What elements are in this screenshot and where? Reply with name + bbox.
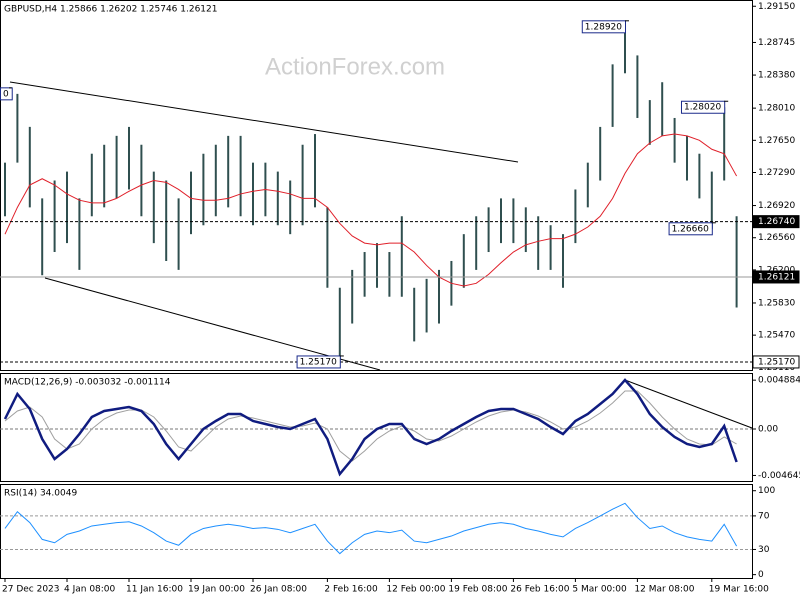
moving-average (4, 133, 738, 287)
level-box (752, 215, 800, 229)
rsi-panel (0, 484, 753, 579)
trendline (44, 277, 381, 371)
annotation-label: 1.25170 (300, 357, 337, 367)
indicator-line (4, 502, 738, 555)
level-label: 1.25170 (758, 357, 795, 367)
x-tick-label: 5 Mar 00:00 (572, 585, 627, 595)
annotation-box (680, 100, 726, 114)
indicator-line (4, 390, 737, 462)
annotation-label: 1.26660 (672, 224, 709, 234)
x-tick-label: 26 Feb 16:00 (510, 585, 569, 595)
panel-title: GBPUSD,H4 1.25866 1.26202 1.25746 1.2612… (4, 5, 217, 15)
y-tick-label: 0.00 (758, 425, 778, 435)
x-tick-label: 19 Mar 16:00 (709, 585, 769, 595)
y-tick-label: 1.25470 (758, 331, 795, 341)
y-tick-label: 1.29150 (758, 2, 795, 12)
price-panel (0, 0, 753, 371)
x-tick-label: 4 Jan 08:00 (64, 585, 116, 595)
y-tick-label: 30 (758, 545, 770, 555)
x-tick-label: 2 Feb 16:00 (324, 585, 378, 595)
x-tick-label: 12 Feb 00:00 (386, 585, 445, 595)
y-tick-label: 1.27290 (758, 168, 795, 178)
trendline (624, 379, 753, 429)
y-tick-label: 1.25830 (758, 298, 795, 308)
trendline (9, 81, 519, 163)
y-tick-label: -0.004645 (758, 471, 800, 481)
x-tick-label: 19 Feb 08:00 (448, 585, 507, 595)
y-tick-label: 1.26920 (758, 201, 795, 211)
y-tick-label: 1.26560 (758, 233, 795, 243)
y-tick-label: 1.28010 (758, 104, 795, 114)
y-tick-label: 100 (758, 486, 775, 496)
y-tick-label: 0 (758, 570, 764, 580)
level-box (752, 355, 800, 369)
indicator-line (3, 378, 738, 477)
y-tick-label: 1.28380 (758, 71, 795, 81)
y-tick-label: 1.26200 (758, 265, 795, 275)
level-box (752, 270, 800, 284)
annotation-box (581, 20, 626, 34)
x-tick-label: 26 Jan 08:00 (250, 585, 307, 595)
x-tick-label: 11 Jan 16:00 (126, 585, 183, 595)
watermark: ActionForex.com (265, 53, 445, 80)
y-tick-label: 70 (758, 511, 770, 521)
x-tick-label: 27 Dec 2023 (2, 585, 60, 595)
panel-title: RSI(14) 34.0049 (4, 489, 77, 499)
annotation-label: 0 (3, 89, 9, 99)
annotation-box (668, 222, 713, 236)
annotation-label: 1.28920 (585, 22, 622, 32)
y-tick-label: 0.004884 (758, 376, 800, 386)
panel-title: MACD(12,26,9) -0.003032 -0.001114 (4, 378, 171, 388)
x-tick-label: 19 Jan 00:00 (188, 585, 245, 595)
macd-panel (0, 373, 753, 482)
x-tick-label: 12 Mar 08:00 (634, 585, 694, 595)
level-label: 1.26121 (758, 272, 795, 282)
y-tick-label: 1.27650 (758, 136, 795, 146)
annotation-box (296, 355, 341, 369)
y-tick-label: 1.28745 (758, 38, 795, 48)
annotation-label: 1.28020 (684, 103, 721, 113)
level-label: 1.26740 (758, 217, 795, 227)
annotation-box (0, 87, 13, 101)
